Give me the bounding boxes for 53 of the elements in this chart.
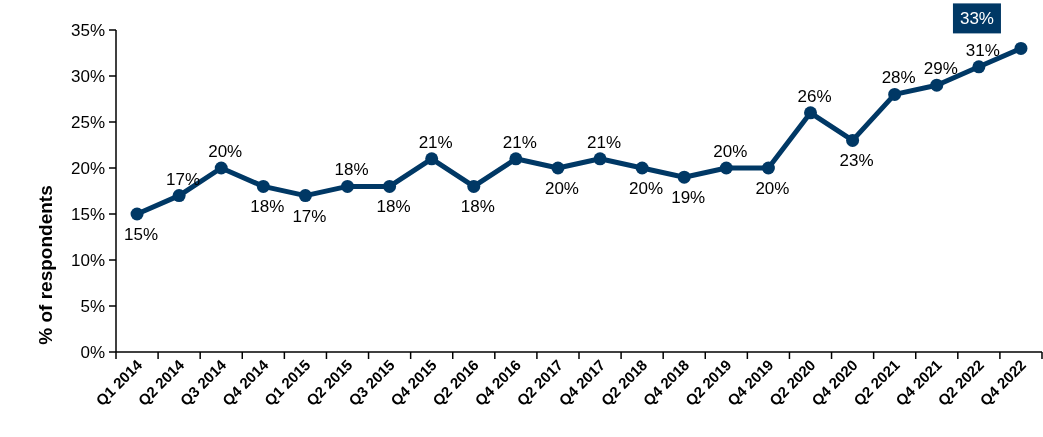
data-label: 18% <box>250 197 285 217</box>
point <box>593 152 607 166</box>
y-tick-label: 10% <box>70 251 105 270</box>
data-label: 18% <box>376 197 411 217</box>
point <box>761 161 775 175</box>
point <box>467 179 481 193</box>
point <box>256 179 270 193</box>
y-tick-label: 20% <box>70 159 105 178</box>
data-label: 26% <box>797 86 832 106</box>
point <box>972 60 986 74</box>
y-tick-label: 0% <box>80 343 105 362</box>
point <box>677 170 691 184</box>
point <box>214 161 228 175</box>
data-label: 20% <box>713 142 748 161</box>
point <box>888 87 902 101</box>
data-label: 20% <box>544 179 579 198</box>
data-label: 20% <box>208 142 243 161</box>
point <box>172 189 186 203</box>
y-tick-label: 5% <box>80 297 105 316</box>
point <box>719 161 733 175</box>
point <box>298 189 312 203</box>
data-label: 23% <box>839 151 874 171</box>
point <box>509 152 523 166</box>
data-label: 17% <box>166 169 201 189</box>
point <box>635 161 649 175</box>
point <box>930 78 944 92</box>
data-label: 19% <box>671 188 706 208</box>
y-axis-title: % of respondents <box>35 185 56 345</box>
point <box>846 133 860 147</box>
data-label: 17% <box>292 206 327 226</box>
data-label: 15% <box>124 225 159 244</box>
y-tick-label: 25% <box>70 113 105 132</box>
point <box>383 179 397 193</box>
point <box>551 161 565 175</box>
data-label: 21% <box>587 132 622 152</box>
point <box>425 152 439 166</box>
data-label: 18% <box>334 160 369 180</box>
point <box>804 106 817 120</box>
data-label: 33% <box>959 9 994 29</box>
data-label: 20% <box>629 179 664 198</box>
y-tick-label: 15% <box>70 205 105 224</box>
y-tick-label: 35% <box>70 21 105 40</box>
data-label: 21% <box>502 132 537 152</box>
data-label: 29% <box>923 59 958 79</box>
y-tick-label: 30% <box>70 67 105 86</box>
data-label: 28% <box>881 68 916 88</box>
point <box>341 179 354 193</box>
data-label: 18% <box>460 197 495 217</box>
data-label: 20% <box>755 179 790 198</box>
data-label: 21% <box>418 132 453 152</box>
data-label: 31% <box>965 40 1000 60</box>
point <box>1014 41 1028 55</box>
point <box>130 207 144 221</box>
